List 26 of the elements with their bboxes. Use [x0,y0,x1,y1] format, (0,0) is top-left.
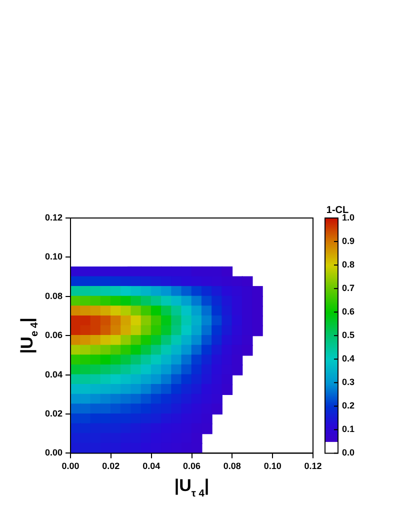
color-bar-label: 0.3 [342,377,355,388]
color-bar-label: 0.8 [342,260,355,270]
y-tick-label: 0.04 [44,369,63,380]
y-tick-label: 0.08 [44,290,63,301]
color-bar-label: 0.6 [342,306,355,317]
x-tick-label: 0.12 [304,461,322,472]
color-bar-label: 0.9 [342,236,355,246]
color-bar-label: 0.2 [342,400,355,411]
x-tick-label: 0.10 [264,461,282,472]
x-tick-label: 0.00 [62,461,80,472]
x-tick-label: 0.08 [223,461,241,472]
y-tick-label: 0.06 [44,330,63,340]
color-bar-label: 0.5 [342,330,355,340]
color-bar-label: 0.0 [342,448,355,458]
x-tick-label: 0.02 [102,461,120,472]
x-tick-label: 0.06 [182,461,201,472]
color-bar-label: 0.7 [342,283,355,294]
y-axis-title: |Ue 4| [18,318,41,354]
color-bar-label: 0.1 [342,424,355,434]
color-bar-label: 0.4 [342,354,355,364]
y-tick-label: 0.00 [44,448,63,458]
x-tick-label: 0.04 [142,461,160,472]
color-bar-label: 1.0 [342,212,355,222]
y-tick-label: 0.10 [44,252,63,262]
y-tick-label: 0.02 [44,408,63,418]
y-tick-label: 0.12 [44,212,63,222]
